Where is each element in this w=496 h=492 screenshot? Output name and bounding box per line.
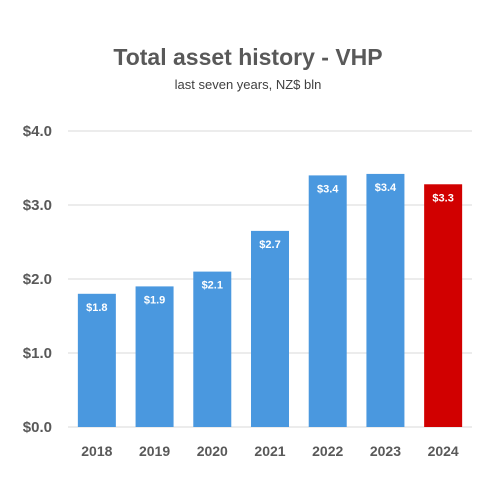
x-tick-label: 2022 xyxy=(312,443,343,459)
bar xyxy=(424,184,463,427)
data-label: $1.8 xyxy=(86,302,107,314)
bar xyxy=(366,173,405,427)
bar xyxy=(77,293,116,427)
data-label: $3.4 xyxy=(375,182,397,194)
y-tick-label: $2.0 xyxy=(23,271,52,288)
y-tick-label: $3.0 xyxy=(23,197,52,214)
bar xyxy=(251,230,289,427)
bar xyxy=(135,286,174,427)
chart-title: Total asset history - VHP xyxy=(113,44,383,70)
x-tick-label: 2018 xyxy=(81,443,112,459)
y-tick-label: $1.0 xyxy=(23,345,52,362)
x-tick-label: 2020 xyxy=(197,443,228,459)
chart-subtitle: last seven years, NZ$ bln xyxy=(174,77,322,92)
x-tick-label: 2023 xyxy=(370,443,401,459)
data-label: $2.7 xyxy=(259,239,280,251)
x-tick-label: 2019 xyxy=(139,443,170,459)
bar xyxy=(308,175,347,427)
x-tick-label: 2024 xyxy=(428,443,459,459)
data-label: $1.9 xyxy=(144,294,165,306)
data-label: $3.3 xyxy=(432,192,453,204)
data-label: $3.4 xyxy=(317,183,339,195)
data-label: $2.1 xyxy=(202,280,223,292)
y-tick-label: $0.0 xyxy=(23,419,52,436)
y-tick-label: $4.0 xyxy=(23,123,52,140)
x-tick-label: 2021 xyxy=(254,443,285,459)
bar xyxy=(193,271,232,427)
